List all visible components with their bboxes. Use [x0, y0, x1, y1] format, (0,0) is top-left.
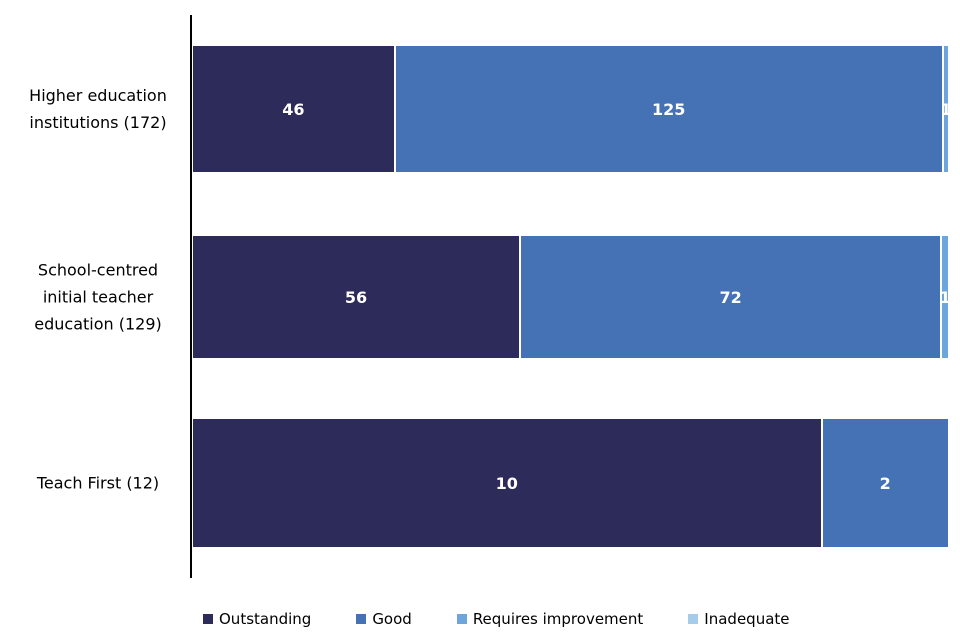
legend-swatch-icon [688, 614, 699, 624]
bar-higher-education-institutions-172: 46 125 1 [193, 46, 951, 172]
category-label-line: initial teacher [42, 287, 154, 307]
legend-label: Requires improvement [472, 610, 644, 628]
legend-swatch-icon [356, 614, 367, 624]
segment-value-label: 10 [495, 473, 518, 493]
legend-item-requires-improvement: Requires improvement [456, 610, 644, 628]
legend-item-good: Good [356, 610, 412, 628]
legend-label: Good [372, 610, 412, 628]
category-label-line: School-centred [37, 260, 159, 280]
legend-label: Inadequate [704, 610, 790, 628]
category-label-line: Higher education [29, 86, 167, 105]
bar-segment-requires-improvement: 1 [940, 46, 951, 172]
segment-value-label: 1 [940, 99, 952, 119]
bar-teach-first-12: 10 2 [193, 419, 948, 547]
y-axis-line [190, 15, 192, 578]
bar-segment-good: 2 [822, 419, 948, 547]
category-label-higher-education-institutions-172: Higher education institutions (172) [10, 82, 186, 136]
segment-value-label: 125 [652, 99, 686, 119]
legend: Outstanding Good Requires improvement Inade… [203, 608, 790, 630]
legend-swatch-icon [456, 614, 467, 624]
category-label-line: Teach First (12) [36, 473, 160, 493]
bar-segment-requires-improvement: 1 [939, 236, 951, 358]
bar-segment-outstanding: 46 [193, 46, 394, 172]
legend-item-outstanding: Outstanding [203, 610, 311, 628]
legend-swatch-icon [203, 614, 213, 624]
bar-segment-outstanding: 56 [193, 236, 520, 358]
legend-item-inadequate: Inadequate [688, 610, 790, 628]
category-label-teach-first-12: Teach First (12) [10, 470, 186, 497]
segment-value-label: 46 [282, 99, 305, 119]
segment-value-label: 1 [939, 287, 951, 307]
legend-label: Outstanding [219, 610, 312, 628]
bar-school-centred-initial-teacher-education-129: 56 72 1 [193, 236, 951, 358]
category-label-line: education (129) [34, 314, 162, 334]
segment-value-label: 72 [719, 287, 742, 307]
bar-segment-good: 72 [521, 236, 941, 358]
bar-segment-outstanding: 10 [193, 419, 821, 547]
segment-value-label: 56 [344, 287, 368, 307]
segment-value-label: 2 [879, 473, 891, 493]
category-label-line: institutions (172) [29, 113, 167, 132]
category-label-school-centred-initial-teacher-education-129: School-centred initial teacher education (… [10, 257, 186, 338]
bar-segment-good: 125 [395, 46, 942, 172]
